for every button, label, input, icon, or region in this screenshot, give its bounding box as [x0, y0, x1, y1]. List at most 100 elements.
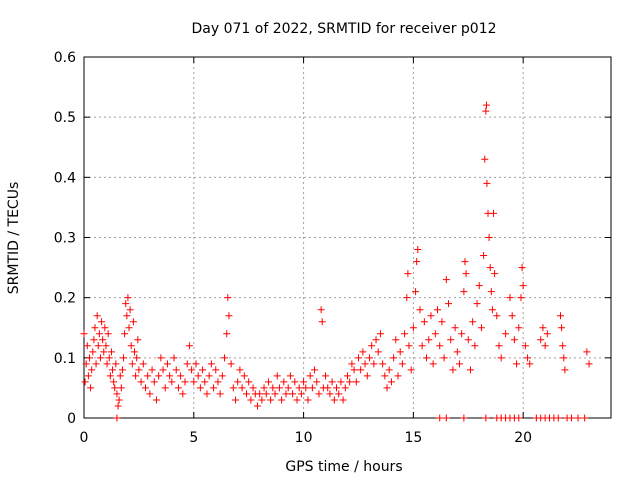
data-point [144, 372, 152, 380]
data-point [330, 396, 338, 404]
data-point [267, 396, 275, 404]
data-point [475, 282, 483, 290]
data-point [132, 372, 140, 380]
data-point [203, 390, 211, 398]
data-point [260, 384, 268, 392]
data-point [370, 360, 378, 368]
data-point [440, 354, 448, 362]
data-point [295, 384, 303, 392]
data-point [127, 342, 135, 350]
x-axis-label: GPS time / hours [285, 459, 402, 475]
data-point [510, 336, 518, 344]
data-point [423, 354, 431, 362]
data-point [293, 396, 301, 404]
data-point [420, 318, 428, 326]
data-point [188, 366, 196, 374]
data-point [106, 372, 114, 380]
data-point [490, 209, 498, 217]
data-point [216, 390, 224, 398]
data-point [497, 354, 505, 362]
data-point [85, 354, 93, 362]
data-point [385, 366, 393, 374]
data-point [368, 342, 376, 350]
data-point [264, 378, 272, 386]
data-point [462, 270, 470, 278]
data-point [502, 330, 510, 338]
data-point [374, 348, 382, 356]
zero-data-point [442, 414, 450, 422]
data-point [100, 348, 108, 356]
data-point [461, 258, 469, 266]
data-point [438, 318, 446, 326]
data-point [221, 354, 229, 362]
y-tick-label: 0.1 [54, 351, 76, 367]
data-point [280, 378, 288, 386]
data-point [179, 390, 187, 398]
data-point [539, 324, 547, 332]
data-point [412, 288, 420, 296]
data-point [232, 396, 240, 404]
data-point [116, 372, 124, 380]
data-point [556, 312, 564, 320]
data-point [387, 378, 395, 386]
data-point [245, 378, 253, 386]
data-point [134, 336, 142, 344]
data-point [352, 378, 360, 386]
y-tick-label: 0.5 [54, 110, 76, 126]
data-point [249, 384, 257, 392]
data-point [120, 354, 128, 362]
data-point [524, 354, 532, 362]
data-point [242, 390, 250, 398]
data-point [442, 276, 450, 284]
zero-data-point [436, 414, 444, 422]
data-point [240, 372, 248, 380]
data-point [418, 342, 426, 350]
data-point [365, 354, 373, 362]
data-point [113, 390, 121, 398]
data-point [223, 330, 231, 338]
data-point [199, 366, 207, 374]
zero-data-point [515, 414, 523, 422]
data-point [101, 324, 109, 332]
data-point [123, 312, 131, 320]
data-point [471, 342, 479, 350]
data-point [131, 348, 139, 356]
data-point [495, 342, 503, 350]
data-point [99, 336, 107, 344]
data-point [451, 324, 459, 332]
data-point [82, 360, 90, 368]
data-point [517, 294, 525, 302]
data-point [379, 360, 387, 368]
data-point [122, 300, 130, 308]
data-point [409, 324, 417, 332]
data-point [357, 366, 365, 374]
data-point [390, 354, 398, 362]
data-point [104, 330, 112, 338]
data-point [110, 378, 118, 386]
data-point [135, 366, 143, 374]
data-point [117, 384, 125, 392]
x-tick-label: 15 [404, 430, 422, 446]
data-point [129, 318, 137, 326]
data-point [469, 318, 477, 326]
data-point [434, 306, 442, 314]
data-point [227, 360, 235, 368]
chart-title: Day 071 of 2022, SRMTID for receiver p01… [191, 21, 496, 37]
data-point [482, 101, 490, 109]
x-tick-label: 20 [514, 430, 532, 446]
data-point [405, 342, 413, 350]
data-point [148, 366, 156, 374]
axis-ticks [83, 56, 611, 419]
data-point [526, 360, 534, 368]
data-point [207, 360, 215, 368]
data-point [488, 306, 496, 314]
data-point [372, 336, 380, 344]
data-point [447, 336, 455, 344]
data-point [515, 324, 523, 332]
y-tick-label: 0.6 [54, 50, 76, 66]
data-point [155, 372, 163, 380]
data-point [185, 342, 193, 350]
data-point [256, 390, 264, 398]
data-point [210, 384, 218, 392]
data-point [168, 378, 176, 386]
